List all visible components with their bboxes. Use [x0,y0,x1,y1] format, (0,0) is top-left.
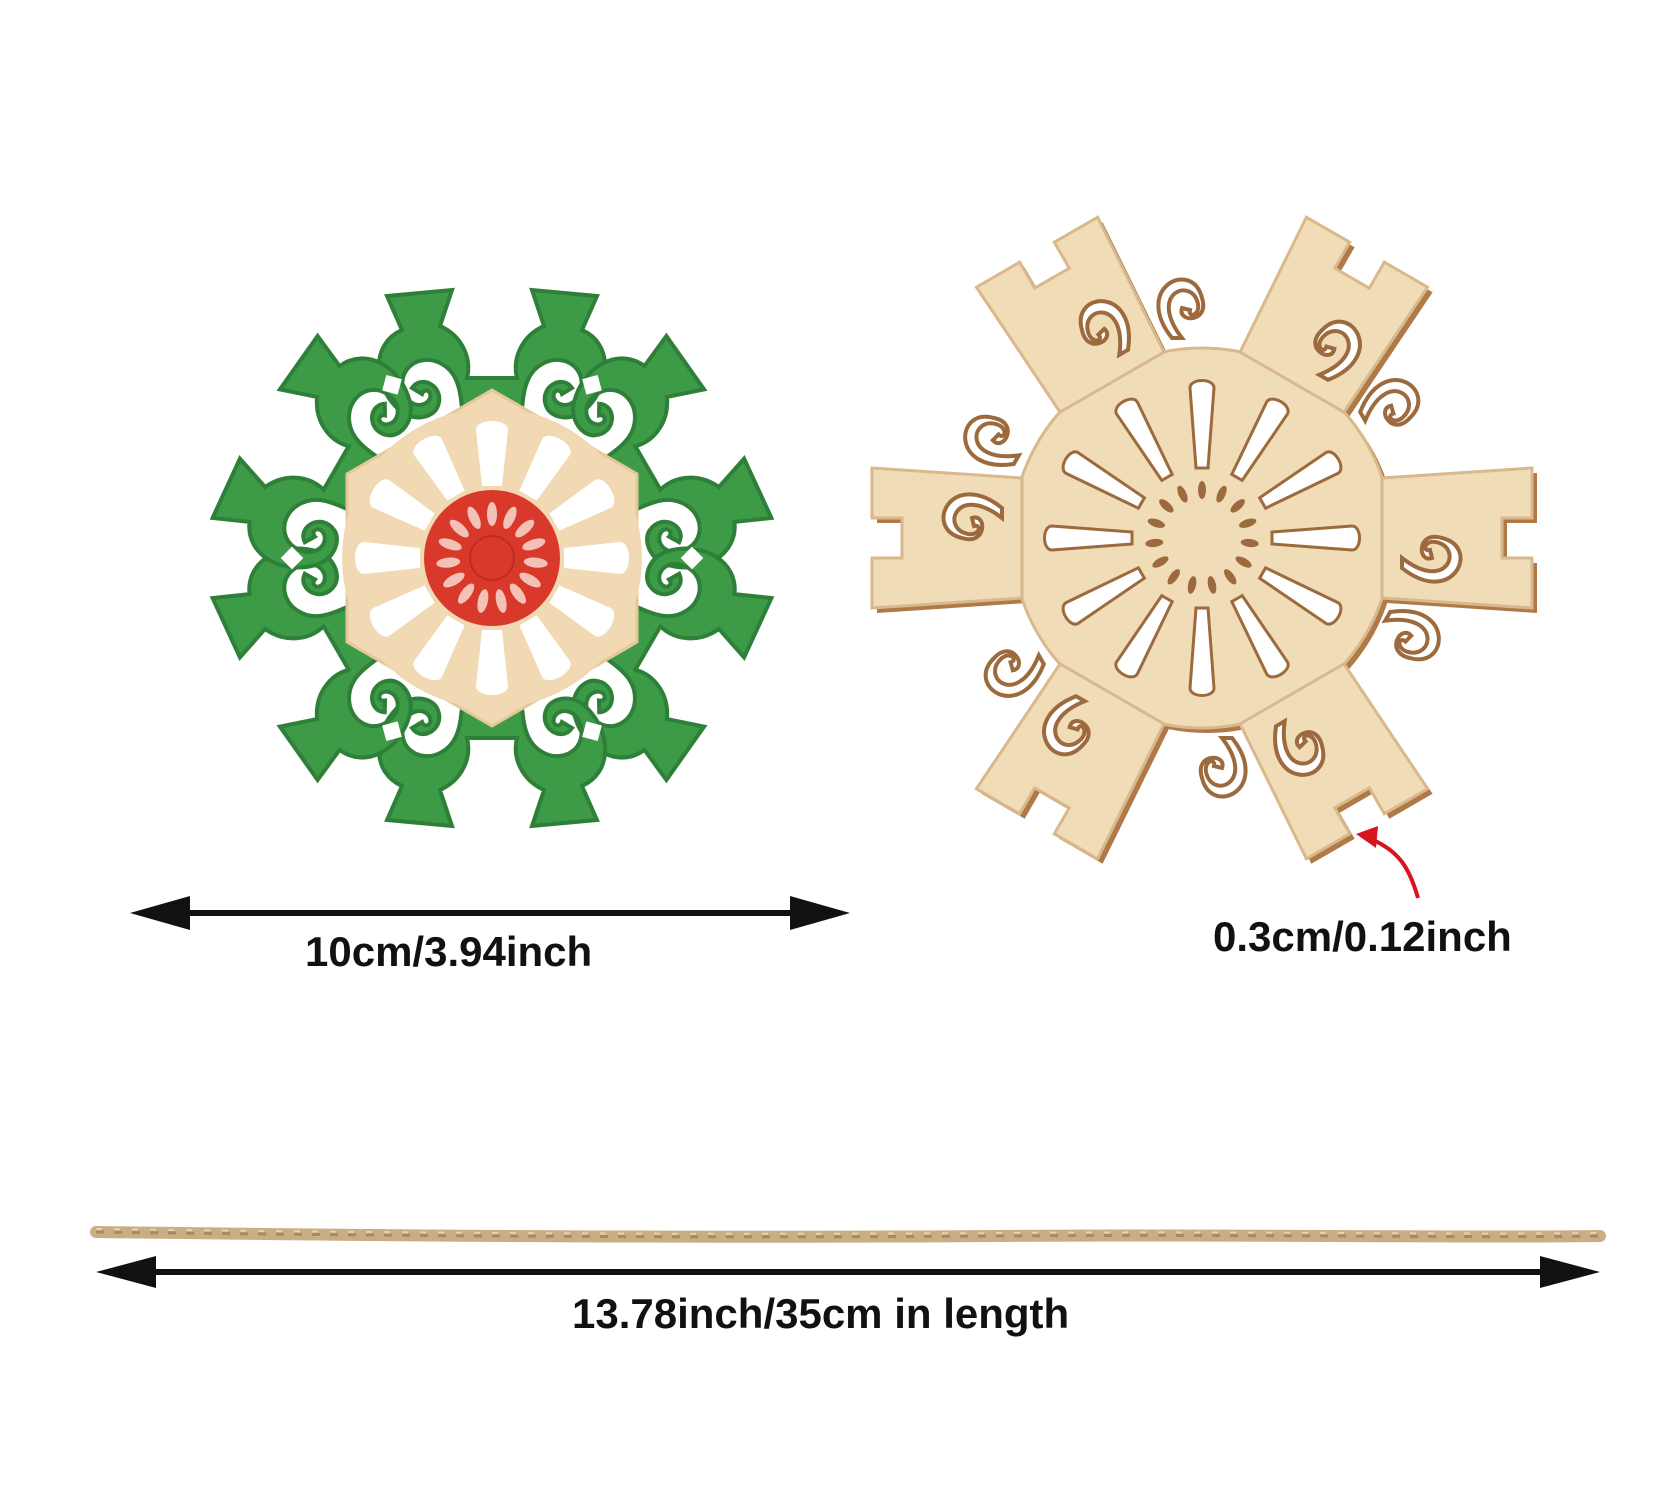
width-label: 10cm/3.94inch [305,928,593,975]
natural-snowflake-ornament [870,215,1537,864]
thickness-label: 0.3cm/0.12inch [1213,913,1512,960]
thickness-pointer-arrow [1356,826,1420,899]
red-center-medallion [424,490,560,626]
length-dimension-arrow [96,1256,1600,1288]
painted-snowflake-ornament [209,287,775,829]
width-dimension-arrow [130,896,850,930]
jute-twine [90,1226,1606,1243]
length-label: 13.78inch/35cm in length [572,1290,1070,1337]
